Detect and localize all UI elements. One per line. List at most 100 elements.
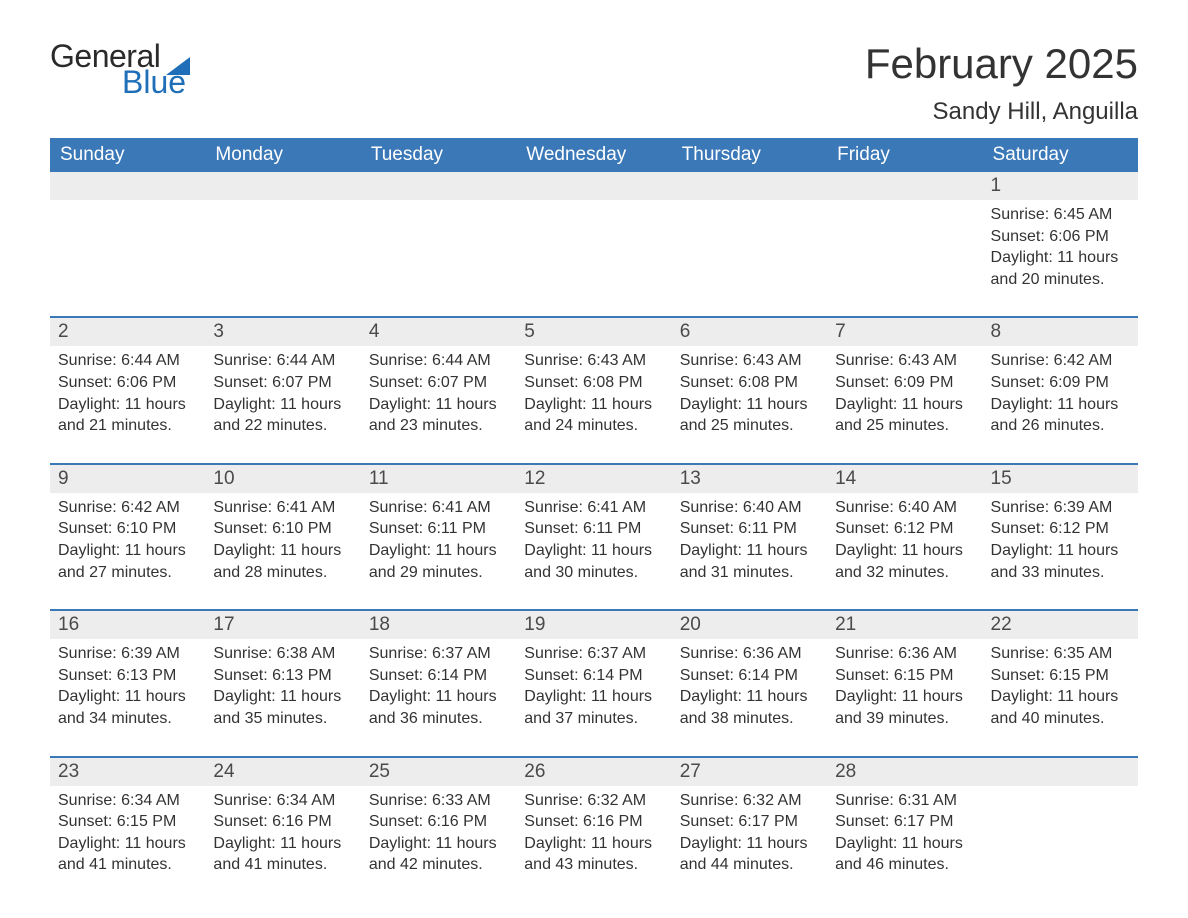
day-details: Sunrise: 6:42 AMSunset: 6:10 PMDaylight:… — [50, 493, 205, 583]
daylight-line: Daylight: 11 hours and 28 minutes. — [213, 540, 352, 583]
day-cell: 7Sunrise: 6:43 AMSunset: 6:09 PMDaylight… — [827, 318, 982, 436]
day-details: Sunrise: 6:41 AMSunset: 6:11 PMDaylight:… — [361, 493, 516, 583]
day-cell: 9Sunrise: 6:42 AMSunset: 6:10 PMDaylight… — [50, 465, 205, 583]
day-cell: 19Sunrise: 6:37 AMSunset: 6:14 PMDayligh… — [516, 611, 671, 729]
day-details: Sunrise: 6:41 AMSunset: 6:10 PMDaylight:… — [205, 493, 360, 583]
sunrise-line: Sunrise: 6:43 AM — [524, 350, 663, 372]
weekday-header: Thursday — [672, 138, 827, 172]
daylight-line: Daylight: 11 hours and 23 minutes. — [369, 394, 508, 437]
sunrise-line: Sunrise: 6:36 AM — [835, 643, 974, 665]
day-details: Sunrise: 6:33 AMSunset: 6:16 PMDaylight:… — [361, 786, 516, 876]
sunrise-line: Sunrise: 6:45 AM — [991, 204, 1130, 226]
day-cell: 5Sunrise: 6:43 AMSunset: 6:08 PMDaylight… — [516, 318, 671, 436]
day-number: 1 — [983, 172, 1138, 200]
day-details: Sunrise: 6:40 AMSunset: 6:12 PMDaylight:… — [827, 493, 982, 583]
sunset-line: Sunset: 6:10 PM — [213, 518, 352, 540]
sunrise-line: Sunrise: 6:44 AM — [58, 350, 197, 372]
week-row: 16Sunrise: 6:39 AMSunset: 6:13 PMDayligh… — [50, 609, 1138, 729]
day-cell: 13Sunrise: 6:40 AMSunset: 6:11 PMDayligh… — [672, 465, 827, 583]
day-number: 20 — [672, 611, 827, 639]
sunset-line: Sunset: 6:14 PM — [524, 665, 663, 687]
day-details: Sunrise: 6:32 AMSunset: 6:17 PMDaylight:… — [672, 786, 827, 876]
daylight-line: Daylight: 11 hours and 44 minutes. — [680, 833, 819, 876]
day-details: Sunrise: 6:44 AMSunset: 6:07 PMDaylight:… — [361, 346, 516, 436]
sunrise-line: Sunrise: 6:44 AM — [369, 350, 508, 372]
day-details: Sunrise: 6:39 AMSunset: 6:12 PMDaylight:… — [983, 493, 1138, 583]
sunrise-line: Sunrise: 6:35 AM — [991, 643, 1130, 665]
week-row: 2Sunrise: 6:44 AMSunset: 6:06 PMDaylight… — [50, 316, 1138, 436]
weekday-header: Friday — [827, 138, 982, 172]
sunset-line: Sunset: 6:11 PM — [680, 518, 819, 540]
sunset-line: Sunset: 6:07 PM — [213, 372, 352, 394]
daylight-line: Daylight: 11 hours and 32 minutes. — [835, 540, 974, 583]
sunset-line: Sunset: 6:08 PM — [680, 372, 819, 394]
day-cell: 2Sunrise: 6:44 AMSunset: 6:06 PMDaylight… — [50, 318, 205, 436]
day-cell: 4Sunrise: 6:44 AMSunset: 6:07 PMDaylight… — [361, 318, 516, 436]
sunset-line: Sunset: 6:12 PM — [835, 518, 974, 540]
daylight-line: Daylight: 11 hours and 43 minutes. — [524, 833, 663, 876]
sunset-line: Sunset: 6:12 PM — [991, 518, 1130, 540]
empty-day-bar — [205, 172, 360, 200]
sunset-line: Sunset: 6:11 PM — [524, 518, 663, 540]
day-number: 22 — [983, 611, 1138, 639]
day-cell — [361, 172, 516, 290]
sunset-line: Sunset: 6:07 PM — [369, 372, 508, 394]
day-number: 23 — [50, 758, 205, 786]
day-number: 19 — [516, 611, 671, 639]
day-number: 15 — [983, 465, 1138, 493]
empty-day-bar — [827, 172, 982, 200]
day-details: Sunrise: 6:41 AMSunset: 6:11 PMDaylight:… — [516, 493, 671, 583]
day-number: 24 — [205, 758, 360, 786]
daylight-line: Daylight: 11 hours and 46 minutes. — [835, 833, 974, 876]
daylight-line: Daylight: 11 hours and 20 minutes. — [991, 247, 1130, 290]
weekday-header-row: Sunday Monday Tuesday Wednesday Thursday… — [50, 138, 1138, 172]
day-details: Sunrise: 6:43 AMSunset: 6:08 PMDaylight:… — [516, 346, 671, 436]
day-cell: 20Sunrise: 6:36 AMSunset: 6:14 PMDayligh… — [672, 611, 827, 729]
day-number: 4 — [361, 318, 516, 346]
daylight-line: Daylight: 11 hours and 22 minutes. — [213, 394, 352, 437]
day-number: 17 — [205, 611, 360, 639]
day-cell: 8Sunrise: 6:42 AMSunset: 6:09 PMDaylight… — [983, 318, 1138, 436]
day-cell: 23Sunrise: 6:34 AMSunset: 6:15 PMDayligh… — [50, 758, 205, 876]
location-text: Sandy Hill, Anguilla — [865, 98, 1138, 126]
daylight-line: Daylight: 11 hours and 27 minutes. — [58, 540, 197, 583]
day-cell: 27Sunrise: 6:32 AMSunset: 6:17 PMDayligh… — [672, 758, 827, 876]
weekday-header: Monday — [205, 138, 360, 172]
day-details: Sunrise: 6:43 AMSunset: 6:09 PMDaylight:… — [827, 346, 982, 436]
daylight-line: Daylight: 11 hours and 40 minutes. — [991, 686, 1130, 729]
day-cell — [672, 172, 827, 290]
sunrise-line: Sunrise: 6:31 AM — [835, 790, 974, 812]
day-cell: 6Sunrise: 6:43 AMSunset: 6:08 PMDaylight… — [672, 318, 827, 436]
empty-day-bar — [50, 172, 205, 200]
sunrise-line: Sunrise: 6:38 AM — [213, 643, 352, 665]
day-number: 27 — [672, 758, 827, 786]
day-number: 12 — [516, 465, 671, 493]
week-row: 1 Sunrise: 6:45 AMSunset: 6:06 PMDaylight… — [50, 172, 1138, 290]
sunrise-line: Sunrise: 6:43 AM — [680, 350, 819, 372]
sunrise-line: Sunrise: 6:40 AM — [680, 497, 819, 519]
day-number: 9 — [50, 465, 205, 493]
sunset-line: Sunset: 6:16 PM — [524, 811, 663, 833]
sunset-line: Sunset: 6:06 PM — [991, 226, 1130, 248]
weekday-header: Saturday — [983, 138, 1138, 172]
daylight-line: Daylight: 11 hours and 38 minutes. — [680, 686, 819, 729]
day-number: 3 — [205, 318, 360, 346]
day-number: 16 — [50, 611, 205, 639]
day-details: Sunrise: 6:34 AMSunset: 6:16 PMDaylight:… — [205, 786, 360, 876]
sunrise-line: Sunrise: 6:43 AM — [835, 350, 974, 372]
daylight-line: Daylight: 11 hours and 35 minutes. — [213, 686, 352, 729]
sunset-line: Sunset: 6:13 PM — [58, 665, 197, 687]
daylight-line: Daylight: 11 hours and 41 minutes. — [58, 833, 197, 876]
daylight-line: Daylight: 11 hours and 30 minutes. — [524, 540, 663, 583]
page-title: February 2025 — [865, 40, 1138, 88]
week-row: 23Sunrise: 6:34 AMSunset: 6:15 PMDayligh… — [50, 756, 1138, 876]
sunset-line: Sunset: 6:16 PM — [213, 811, 352, 833]
sunset-line: Sunset: 6:13 PM — [213, 665, 352, 687]
day-number: 28 — [827, 758, 982, 786]
day-details: Sunrise: 6:39 AMSunset: 6:13 PMDaylight:… — [50, 639, 205, 729]
sunset-line: Sunset: 6:09 PM — [991, 372, 1130, 394]
sunrise-line: Sunrise: 6:39 AM — [58, 643, 197, 665]
day-number: 8 — [983, 318, 1138, 346]
day-details: Sunrise: 6:37 AMSunset: 6:14 PMDaylight:… — [516, 639, 671, 729]
sunrise-line: Sunrise: 6:33 AM — [369, 790, 508, 812]
